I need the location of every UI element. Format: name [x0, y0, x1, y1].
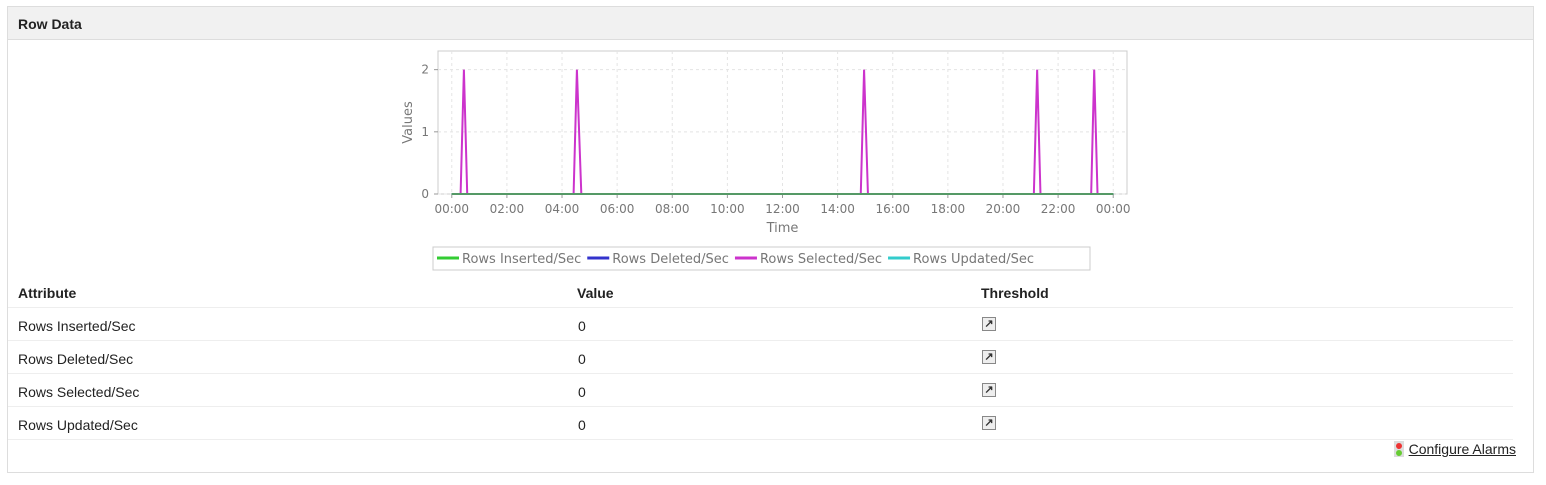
x-tick-label: 20:00	[986, 202, 1021, 216]
attribute-table: Attribute Value Threshold Rows Inserted/…	[8, 275, 1513, 440]
header-value: Value	[577, 285, 614, 301]
attribute-value: 0	[578, 384, 586, 400]
x-tick-label: 22:00	[1041, 202, 1076, 216]
attribute-value: 0	[578, 318, 586, 334]
row-data-panel: Row Data 00:00 02:00 04:00 06:00 08:00 10:00 1…	[7, 6, 1534, 473]
edit-threshold-icon[interactable]: ↗	[982, 383, 996, 397]
table-row: Rows Updated/Sec 0 ↗	[8, 407, 1513, 440]
y-tick-label: 1	[421, 125, 429, 139]
attribute-name: Rows Updated/Sec	[18, 417, 138, 433]
edit-threshold-icon[interactable]: ↗	[982, 317, 996, 331]
edit-threshold-icon[interactable]: ↗	[982, 350, 996, 364]
configure-alarms: Configure Alarms	[1393, 441, 1516, 457]
attribute-name: Rows Inserted/Sec	[18, 318, 136, 334]
attribute-name: Rows Selected/Sec	[18, 384, 140, 400]
y-tick-label: 0	[421, 187, 429, 201]
header-threshold: Threshold	[981, 285, 1049, 301]
series-line-rows-selected-sec	[451, 69, 1114, 195]
x-tick-label: 04:00	[545, 202, 580, 216]
attribute-value: 0	[578, 351, 586, 367]
row-data-chart: 00:00 02:00 04:00 06:00 08:00 10:00 12:00 14:00…	[401, 50, 1131, 271]
plot-area	[437, 50, 1128, 195]
x-tick-label: 08:00	[655, 202, 690, 216]
attribute-name: Rows Deleted/Sec	[18, 351, 134, 367]
x-tick-label: 00:00	[434, 202, 469, 216]
legend-label: Rows Inserted/Sec	[462, 252, 581, 267]
y-tick-label: 2	[421, 63, 429, 77]
y-axis-label: Values	[401, 101, 416, 144]
x-tick-label: 18:00	[931, 202, 966, 216]
table-header: Attribute Value Threshold	[8, 275, 1513, 308]
legend-label: Rows Updated/Sec	[913, 252, 1034, 267]
configure-alarms-link[interactable]: Configure Alarms	[1408, 441, 1516, 457]
x-tick-label: 02:00	[490, 202, 525, 216]
legend-label: Rows Deleted/Sec	[612, 252, 729, 267]
legend-label: Rows Selected/Sec	[760, 252, 882, 267]
x-tick-label: 14:00	[820, 202, 855, 216]
x-tick-label: 12:00	[765, 202, 800, 216]
x-tick-label: 06:00	[600, 202, 635, 216]
table-row: Rows Inserted/Sec 0 ↗	[8, 308, 1513, 341]
x-axis-label: Time	[766, 221, 799, 236]
traffic-light-icon	[1393, 441, 1404, 457]
edit-threshold-icon[interactable]: ↗	[982, 416, 996, 430]
table-row: Rows Selected/Sec 0 ↗	[8, 374, 1513, 407]
x-tick-label: 00:00	[1096, 202, 1131, 216]
legend-box	[432, 246, 1091, 271]
x-tick-label: 10:00	[710, 202, 745, 216]
x-tick-label: 16:00	[875, 202, 910, 216]
table-row: Rows Deleted/Sec 0 ↗	[8, 341, 1513, 374]
attribute-value: 0	[578, 417, 586, 433]
header-attribute: Attribute	[18, 285, 77, 301]
panel-title: Row Data	[8, 7, 1533, 40]
